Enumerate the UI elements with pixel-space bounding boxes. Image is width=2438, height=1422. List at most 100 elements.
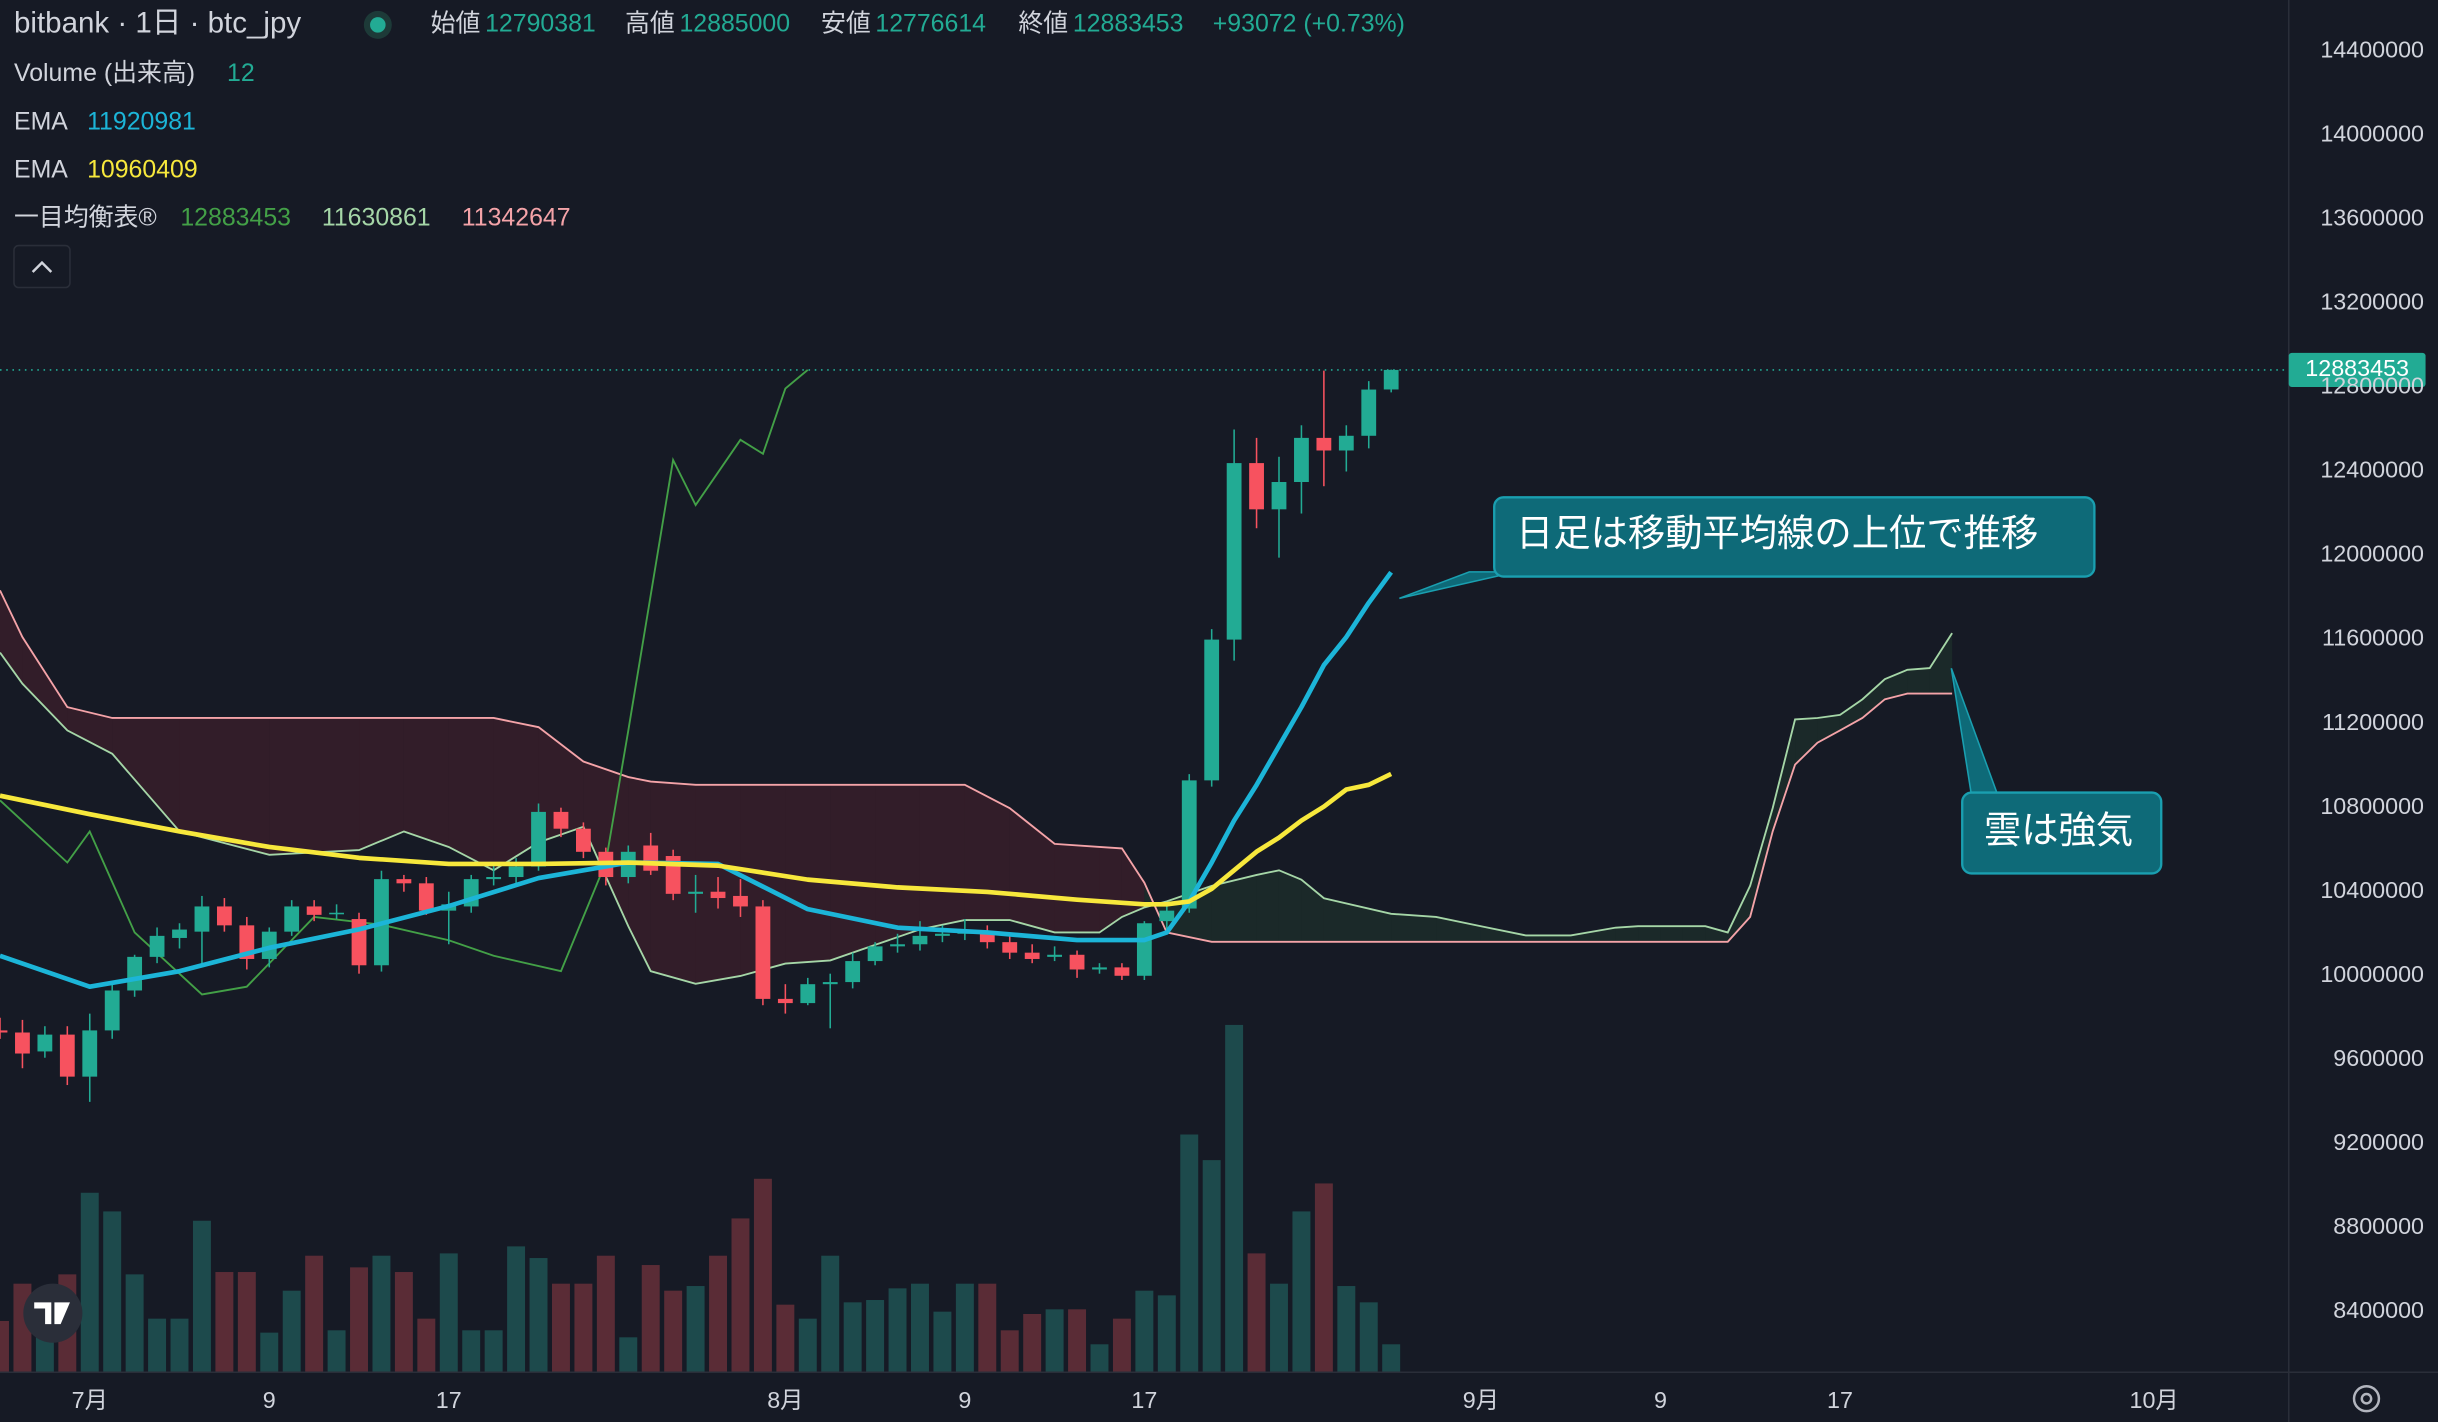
candle-body: [1226, 463, 1242, 640]
candle-body: [15, 1032, 30, 1054]
volume-bar: [596, 1255, 615, 1373]
cloud-fill: [1750, 808, 1773, 917]
candle-body: [1069, 954, 1085, 970]
legend-value: 12: [227, 59, 255, 87]
legend-label: 一目均衡表®: [14, 204, 157, 232]
volume-bar: [484, 1330, 503, 1373]
cloud-fill: [448, 717, 494, 871]
candle-body: [1181, 780, 1197, 909]
volume-bar: [372, 1255, 391, 1373]
candle-body: [306, 906, 322, 915]
candle-body: [149, 935, 165, 957]
volume-bar: [1225, 1024, 1244, 1373]
volume-bar: [574, 1283, 593, 1373]
volume-bar: [125, 1274, 144, 1373]
legend-value: 12883453: [180, 204, 291, 232]
volume-bar: [1045, 1309, 1064, 1373]
candle-body: [0, 1030, 8, 1033]
volume-bar: [0, 1320, 9, 1373]
y-tick-label: 14400000: [2320, 36, 2424, 62]
y-tick-label: 12000000: [2320, 541, 2424, 567]
cloud-fill: [1705, 926, 1728, 942]
candle-body: [1092, 967, 1107, 970]
volume-bar: [933, 1311, 952, 1373]
overlay: 12883453: [0, 352, 2426, 388]
legend-label: EMA: [14, 156, 68, 184]
callout: 日足は移動平均線の上位で推移: [1399, 496, 2096, 600]
cloud-fill: [1817, 714, 1840, 743]
candle-body: [575, 828, 591, 852]
cloud-fill: [875, 784, 920, 945]
candle-body: [688, 891, 704, 894]
volume-bar: [1202, 1160, 1221, 1373]
volume-bar: [394, 1272, 413, 1373]
cloud-fill: [1772, 719, 1796, 832]
price-label: 12883453: [2305, 355, 2409, 381]
volume-bar: [866, 1300, 885, 1373]
volume-bar: [709, 1255, 728, 1373]
cloud-fill: [1727, 885, 1751, 942]
volume-bar: [1180, 1134, 1199, 1373]
cloud-fill: [179, 717, 270, 855]
cloud-fill: [1391, 913, 1437, 942]
candle-body: [104, 990, 120, 1031]
cloud-fill: [1480, 926, 1526, 942]
y-tick-label: 11600000: [2322, 625, 2424, 651]
candle-body: [553, 811, 569, 829]
volume-bar: [350, 1267, 368, 1373]
chart-title: bitbank · 1日 · btc_jpy: [14, 7, 301, 40]
cloud-fill: [919, 784, 965, 930]
volume-bar: [753, 1178, 772, 1373]
cloud-fill: [1929, 633, 1953, 694]
candle-body: [867, 946, 883, 962]
volume-bar: [798, 1318, 817, 1373]
callout: 雲は強気: [1950, 667, 2163, 875]
cloud-fill: [1839, 699, 1863, 731]
cloud-fill: [1638, 926, 1661, 942]
volume-bar: [507, 1246, 526, 1373]
volume-bar: [955, 1283, 974, 1373]
legend-label: EMA: [14, 107, 68, 135]
candle-body: [1114, 967, 1130, 976]
candle-body: [418, 883, 434, 911]
candle-body: [1136, 923, 1152, 976]
volume-bar: [462, 1330, 481, 1373]
collapse-button[interactable]: [13, 244, 71, 289]
cloud-fill: [1211, 874, 1257, 942]
cloud-fill: [785, 784, 831, 964]
ohlc-label: 始値: [431, 9, 481, 37]
candle-body: [261, 931, 277, 959]
candle-body: [486, 877, 502, 880]
volume-bar: [529, 1258, 548, 1373]
y-tick-label: 9600000: [2333, 1045, 2424, 1071]
x-tick-label: 9: [263, 1387, 276, 1413]
volume-bar: [843, 1302, 862, 1373]
cloud-fill: [269, 717, 360, 855]
volume-bar: [80, 1192, 99, 1373]
volume-bar: [1337, 1286, 1356, 1373]
ohlc-label: 高値: [625, 9, 675, 37]
candle-body: [172, 929, 187, 938]
candle-body: [82, 1030, 98, 1077]
candle-body: [1271, 482, 1287, 510]
cloud-fill: [583, 761, 629, 927]
candle-body: [845, 961, 861, 983]
volume-bar: [551, 1283, 570, 1373]
x-tick-label: 17: [436, 1387, 462, 1413]
price-label-box: [2288, 352, 2426, 388]
candle-body: [1204, 639, 1220, 781]
volume-bar: [1247, 1253, 1266, 1373]
candle-body: [1159, 910, 1175, 922]
cloud-fill: [22, 637, 68, 731]
candle-body: [755, 906, 771, 999]
cloud-fill: [1099, 846, 1122, 933]
y-tick-label: 10800000: [2320, 793, 2424, 819]
ohlc-value: 12883453: [1073, 9, 1184, 37]
y-tick-label: 13200000: [2320, 289, 2424, 315]
cloud-fill: [1166, 885, 1212, 942]
cloud-fill: [403, 717, 449, 847]
volume-bar: [731, 1218, 750, 1373]
settings-button[interactable]: [2352, 1385, 2381, 1413]
candle-body: [531, 811, 546, 867]
